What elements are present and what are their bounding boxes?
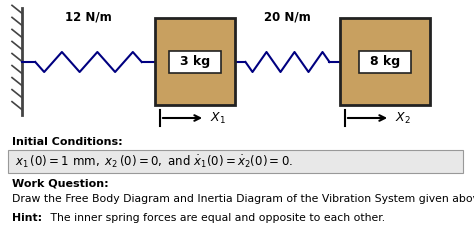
Text: Hint:: Hint: (12, 213, 42, 223)
Text: The inner spring forces are equal and opposite to each other.: The inner spring forces are equal and op… (47, 213, 385, 223)
Text: 20 N/m: 20 N/m (264, 10, 311, 23)
Text: $X_1$: $X_1$ (210, 110, 226, 125)
Text: Work Question:: Work Question: (12, 179, 109, 189)
Text: 12 N/m: 12 N/m (65, 10, 112, 23)
Text: Draw the Free Body Diagram and Inertia Diagram of the Vibration System given abo: Draw the Free Body Diagram and Inertia D… (12, 194, 474, 204)
Text: 8 kg: 8 kg (370, 55, 400, 68)
Text: 3 kg: 3 kg (180, 55, 210, 68)
FancyBboxPatch shape (359, 50, 411, 73)
FancyBboxPatch shape (169, 50, 221, 73)
Bar (340, 18, 430, 105)
Bar (155, 18, 235, 105)
Text: $x_1\,(0) = 1\ \mathrm{mm},\ x_2\,(0) = 0,\ \mathrm{and}\ \dot{x}_1(0) = \dot{x}: $x_1\,(0) = 1\ \mathrm{mm},\ x_2\,(0) = … (15, 153, 293, 170)
Text: $X_2$: $X_2$ (395, 110, 410, 125)
Text: Initial Conditions:: Initial Conditions: (12, 137, 123, 147)
FancyBboxPatch shape (8, 150, 463, 173)
